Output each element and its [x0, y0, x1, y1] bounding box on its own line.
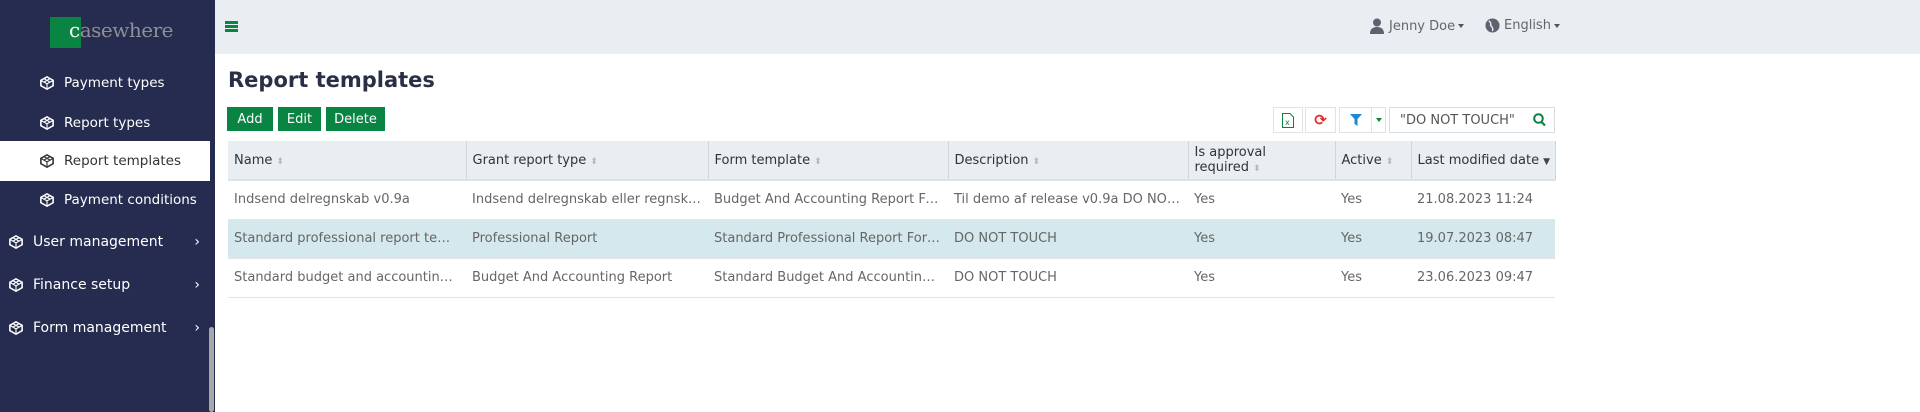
sort-icon: ⬍	[1385, 156, 1394, 167]
table-cell: 23.06.2023 09:47	[1411, 258, 1555, 298]
svg-text:x: x	[1285, 118, 1290, 127]
export-excel-button[interactable]: x	[1273, 107, 1303, 133]
table-cell: Standard budget and accounting report te…	[228, 258, 466, 298]
table-row[interactable]: Indsend delregnskab v0.9a Indsend delregn…	[228, 180, 1555, 220]
sort-icon: ⬍	[1252, 164, 1261, 174]
report-templates-table: Name ⬍ Grant report type ⬍ Form template ⬍ Des…	[228, 141, 1556, 298]
casewhere-logo[interactable]: casewhere	[50, 14, 200, 48]
sidebar-item-label: Form management	[33, 320, 167, 336]
sidebar-item-label: Finance setup	[33, 277, 131, 293]
table-cell: Indsend delregnskab eller regnskab	[466, 180, 708, 220]
caret-down-icon	[1458, 24, 1465, 28]
user-icon	[1370, 18, 1384, 34]
sidebar-item-label: User management	[33, 234, 164, 250]
sort-icon: ⬍	[590, 156, 598, 167]
column-header[interactable]: Is approval required ⬍	[1188, 141, 1336, 181]
cube-icon	[40, 192, 54, 208]
refresh-icon: ⟳	[1314, 111, 1327, 129]
table-cell: DO NOT TOUCH	[948, 258, 1188, 298]
cube-icon	[9, 234, 23, 250]
edit-button[interactable]: Edit	[278, 107, 321, 131]
sidebar-item-report-types[interactable]: Report types	[0, 103, 210, 143]
sort-icon: ⬍	[1032, 156, 1041, 167]
user-menu[interactable]: Jenny Doe	[1370, 18, 1465, 34]
column-header[interactable]: Active ⬍	[1335, 141, 1412, 181]
sidebar-item-payment-types[interactable]: Payment types	[0, 63, 210, 103]
sidebar-item-finance-setup[interactable]: Finance setup ›	[0, 265, 210, 305]
table-cell: Standard Budget And Accounting Report Fo…	[708, 258, 948, 298]
table-cell: DO NOT TOUCH	[948, 219, 1188, 259]
user-name: Jenny Doe	[1389, 18, 1456, 34]
table-cell: Professional Report	[466, 219, 708, 259]
sidebar-item-label: Report templates	[64, 153, 182, 169]
sidebar: casewhere Payment types Report types Repor…	[0, 0, 215, 412]
caret-down-icon	[1553, 23, 1560, 28]
language-label: English	[1504, 18, 1551, 33]
sidebar-item-report-templates[interactable]: Report templates	[0, 141, 210, 181]
filter-icon	[1349, 114, 1362, 126]
column-header[interactable]: Grant report type ⬍	[466, 141, 709, 181]
column-header[interactable]: Last modified date ▼	[1411, 141, 1556, 181]
sidebar-item-label: Report types	[64, 115, 151, 131]
delete-button[interactable]: Delete	[326, 107, 385, 131]
column-header[interactable]: Form template ⬍	[708, 141, 949, 181]
cube-icon	[40, 75, 54, 91]
sidebar-item-label: Payment types	[64, 75, 165, 91]
sidebar-item-user-management[interactable]: User management ›	[0, 222, 210, 262]
cube-icon	[9, 277, 23, 293]
column-header[interactable]: Description ⬍	[948, 141, 1189, 181]
table-cell: 21.08.2023 11:24	[1411, 180, 1555, 220]
chevron-right-icon: ›	[194, 277, 200, 293]
globe-icon	[1485, 18, 1500, 33]
table-cell: Standard professional report template	[228, 219, 466, 259]
column-label: Description	[954, 152, 1029, 168]
search-icon[interactable]	[1533, 113, 1546, 127]
filter-button[interactable]	[1339, 107, 1372, 133]
sort-desc-icon: ▼	[1543, 156, 1550, 167]
caret-down-icon	[1375, 118, 1382, 122]
search-input[interactable]: "DO NOT TOUCH"	[1389, 107, 1555, 133]
column-label: Name	[234, 152, 273, 168]
sidebar-item-form-management[interactable]: Form management ›	[0, 308, 210, 348]
sidebar-item-label: Payment conditions	[64, 192, 197, 208]
top-bar: Jenny Doe English	[215, 0, 1920, 54]
cube-icon	[40, 153, 54, 169]
column-label: Form template	[714, 152, 811, 168]
refresh-button[interactable]: ⟳	[1305, 107, 1336, 133]
table-row[interactable]: Standard professional report template Pro…	[228, 219, 1555, 259]
table-cell: Standard Professional Report Form Schema	[708, 219, 948, 259]
cube-icon	[9, 320, 23, 336]
sidebar-item-payment-conditions[interactable]: Payment conditions	[0, 180, 210, 220]
column-header[interactable]: Name ⬍	[228, 141, 467, 181]
filter-dropdown-button[interactable]	[1371, 107, 1386, 133]
add-button[interactable]: Add	[227, 107, 273, 131]
table-cell: Yes	[1335, 258, 1411, 298]
table-cell: Budget And Accounting Report	[466, 258, 708, 298]
table-cell: Yes	[1188, 258, 1335, 298]
table-cell: Budget And Accounting Report Form Templa…	[708, 180, 948, 220]
search-value: "DO NOT TOUCH"	[1400, 112, 1515, 128]
table-cell: Yes	[1335, 180, 1411, 220]
cube-icon	[40, 115, 54, 131]
chevron-right-icon: ›	[194, 234, 200, 250]
table-cell: Indsend delregnskab v0.9a	[228, 180, 466, 220]
hamburger-menu-icon[interactable]	[225, 21, 238, 32]
sidebar-scrollbar[interactable]	[209, 327, 214, 412]
sort-icon: ⬍	[276, 156, 284, 167]
column-label: Last modified date	[1417, 152, 1540, 168]
chevron-right-icon: ›	[194, 320, 200, 336]
table-row[interactable]: Standard budget and accounting report te…	[228, 258, 1555, 298]
table-cell: Yes	[1335, 219, 1411, 259]
language-menu[interactable]: English	[1485, 18, 1560, 33]
sort-icon: ⬍	[814, 156, 822, 167]
table-cell: Til demo af release v0.9a DO NOT TOUCH	[948, 180, 1188, 220]
column-label: Grant report type	[472, 152, 587, 168]
table-cell: Yes	[1188, 180, 1335, 220]
page-title: Report templates	[228, 68, 435, 92]
column-label: Is approval required	[1194, 145, 1267, 175]
column-label: Active	[1341, 152, 1382, 168]
table-cell: Yes	[1188, 219, 1335, 259]
excel-icon: x	[1282, 112, 1294, 128]
table-cell: 19.07.2023 08:47	[1411, 219, 1555, 259]
